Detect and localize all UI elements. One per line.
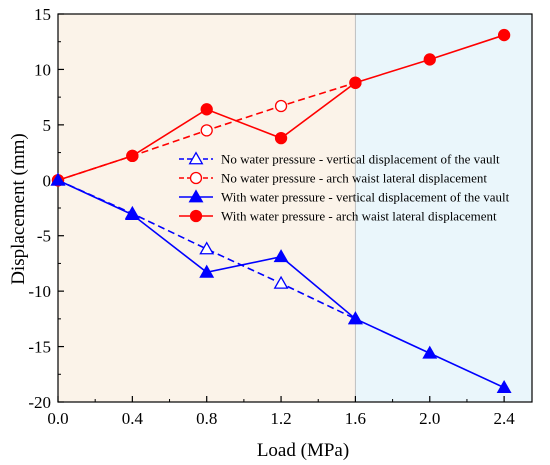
data-point bbox=[273, 275, 289, 289]
legend-label: With water pressure - arch waist lateral… bbox=[221, 209, 497, 224]
x-tick-label: 0.0 bbox=[47, 409, 68, 428]
y-tick-label: 15 bbox=[34, 5, 51, 24]
legend-marker bbox=[189, 171, 203, 185]
x-tick-label: 1.2 bbox=[270, 409, 291, 428]
legend-marker bbox=[188, 151, 204, 165]
series-3 bbox=[51, 28, 511, 187]
data-point bbox=[200, 124, 213, 137]
data-point bbox=[347, 311, 363, 325]
y-tick-label: 0 bbox=[43, 171, 52, 190]
data-point bbox=[199, 241, 215, 255]
x-tick-label: 2.0 bbox=[419, 409, 440, 428]
data-point bbox=[124, 207, 140, 221]
background-region-1 bbox=[355, 14, 532, 402]
background-region-0 bbox=[58, 14, 356, 402]
series-2 bbox=[50, 172, 512, 393]
data-point bbox=[496, 379, 512, 393]
y-tick-label: -10 bbox=[28, 282, 51, 301]
legend: No water pressure - vertical displacemen… bbox=[179, 151, 510, 224]
x-tick-label: 0.4 bbox=[122, 409, 144, 428]
y-tick-label: 5 bbox=[43, 116, 52, 135]
y-tick-label: -5 bbox=[37, 227, 51, 246]
legend-label: No water pressure - arch waist lateral d… bbox=[221, 171, 487, 186]
background-regions bbox=[58, 14, 532, 402]
data-point bbox=[126, 149, 139, 163]
data-point bbox=[274, 99, 288, 113]
x-tick-label: 0.8 bbox=[196, 409, 217, 428]
legend-label: With water pressure - vertical displacem… bbox=[221, 190, 510, 205]
legend-item: With water pressure - arch waist lateral… bbox=[179, 209, 497, 224]
series-layer bbox=[50, 28, 512, 393]
y-tick-label: -20 bbox=[28, 393, 51, 412]
y-tick-label: -15 bbox=[28, 338, 51, 357]
data-point bbox=[199, 264, 215, 278]
data-point bbox=[200, 103, 213, 116]
data-point bbox=[50, 172, 66, 186]
legend-item: No water pressure - arch waist lateral d… bbox=[179, 171, 487, 186]
x-tick-label: 1.6 bbox=[345, 409, 366, 428]
legend-item: No water pressure - vertical displacemen… bbox=[179, 151, 500, 167]
x-tick-label: 2.4 bbox=[493, 409, 515, 428]
data-point bbox=[349, 76, 362, 89]
data-point bbox=[274, 132, 288, 145]
data-point bbox=[422, 345, 438, 359]
legend-marker bbox=[189, 209, 203, 223]
y-tick-label: 10 bbox=[34, 60, 51, 79]
data-point bbox=[273, 249, 289, 263]
x-axis-title: Load (MPa) bbox=[257, 440, 349, 461]
legend-marker bbox=[188, 189, 204, 203]
axes: 0.0 0.4 0.8 1.2 1.6 2.0 2.4 -20 -15 -10 -5 0 5 10 15 bbox=[28, 5, 533, 428]
data-point bbox=[497, 28, 511, 42]
legend-item: With water pressure - vertical displacem… bbox=[179, 189, 510, 205]
data-point bbox=[423, 53, 436, 66]
legend-label: No water pressure - vertical displacemen… bbox=[221, 152, 500, 167]
y-axis-title: Displacement (mm) bbox=[8, 133, 29, 284]
